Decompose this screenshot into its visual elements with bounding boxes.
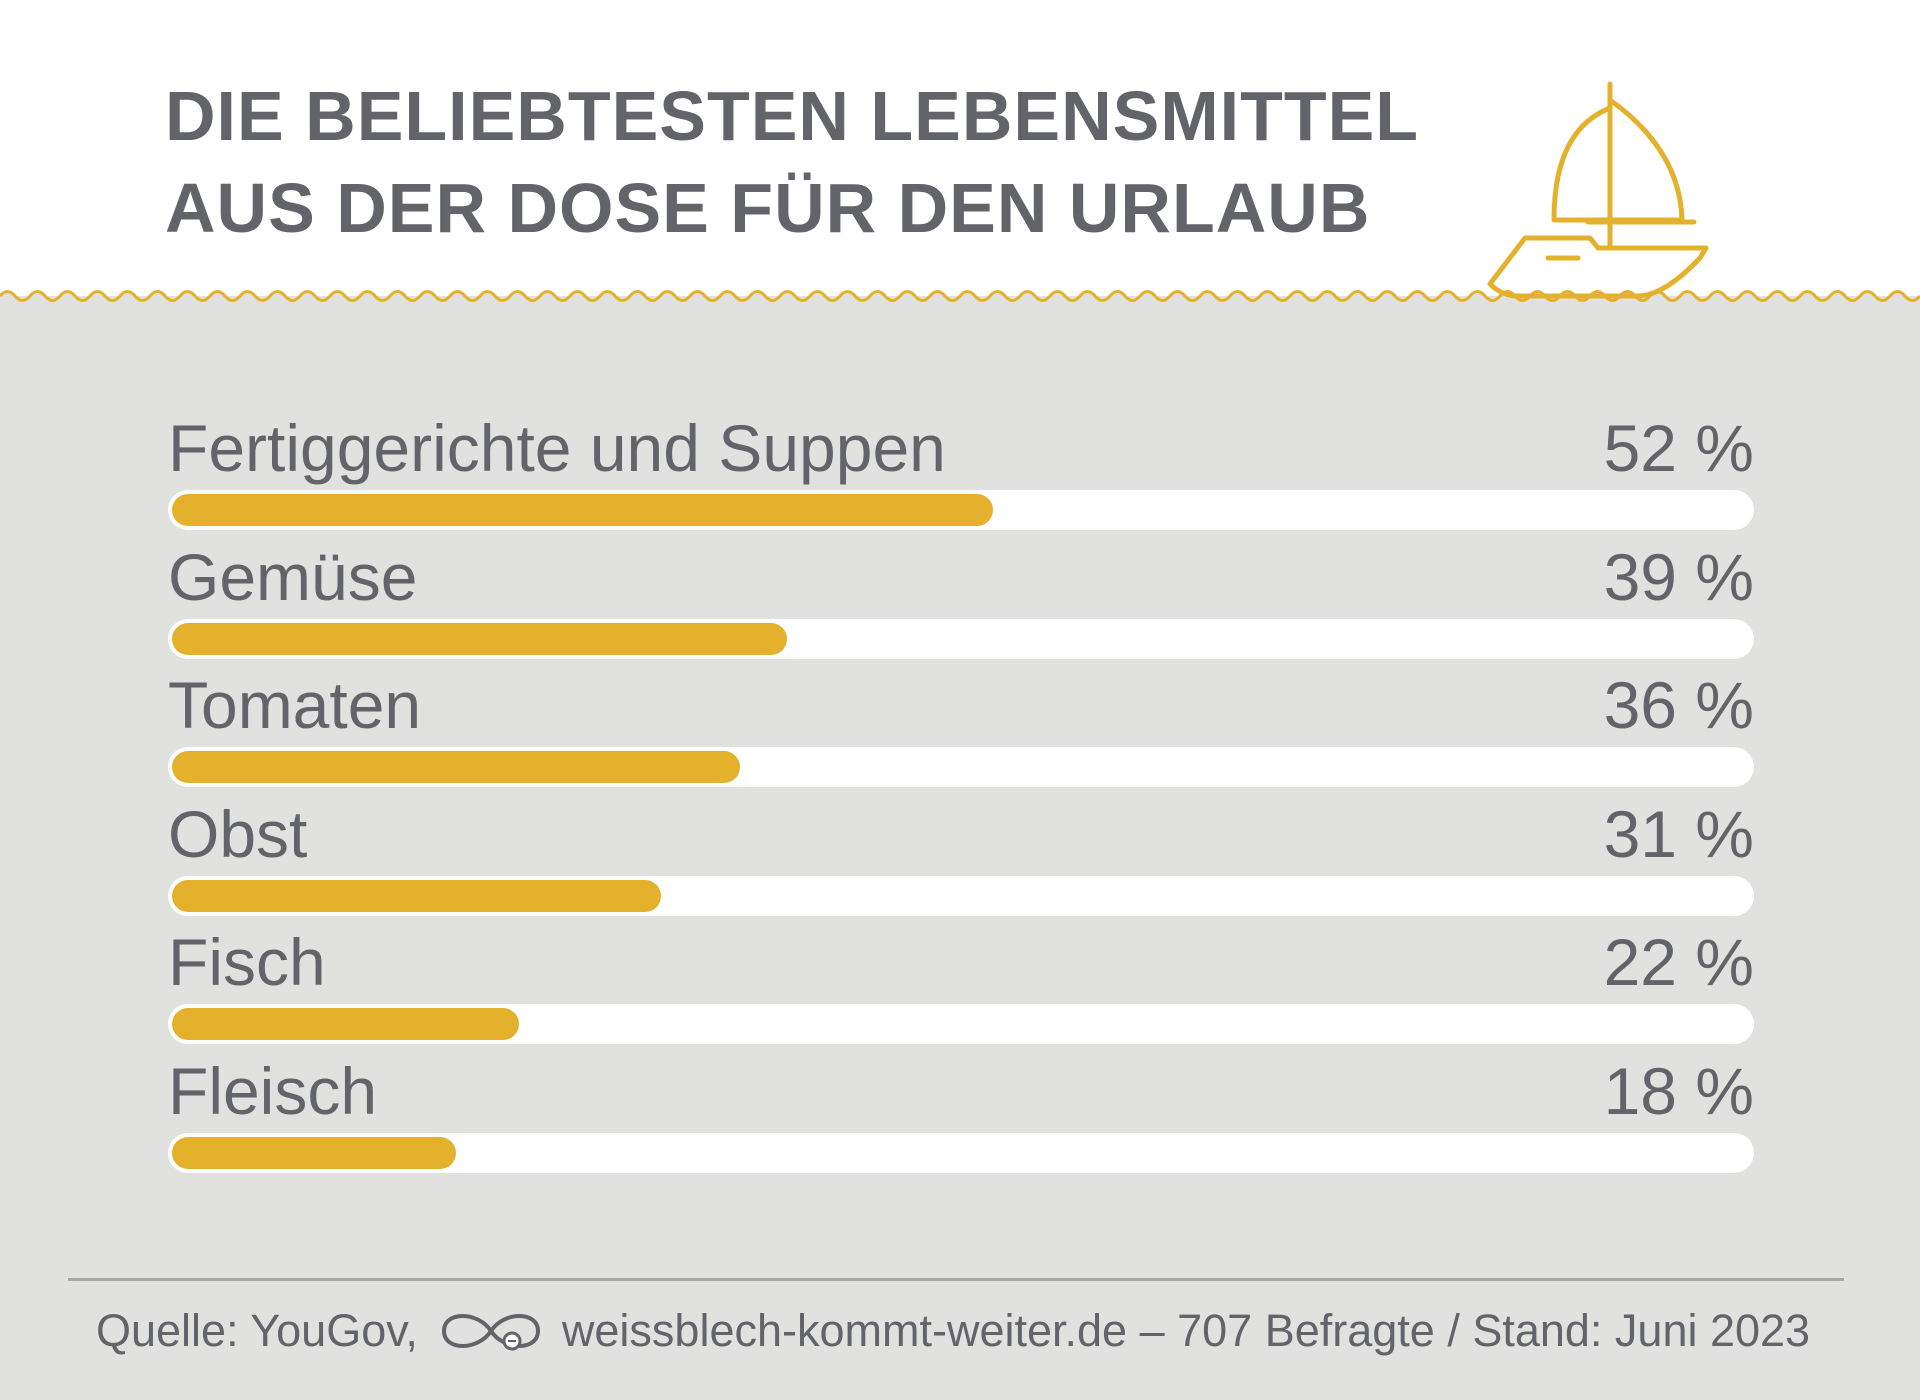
bar-row: Obst 31 % <box>168 796 1754 916</box>
bar-row: Fleisch 18 % <box>168 1053 1754 1173</box>
bar-fill <box>172 622 787 655</box>
bar-track <box>168 618 1754 659</box>
value-label: 36 % <box>1603 668 1754 742</box>
infinity-can-logo-icon <box>441 1314 540 1351</box>
category-label: Fisch <box>168 925 326 999</box>
bar-row: Gemüse 39 % <box>168 539 1754 659</box>
bar-fill <box>172 1008 519 1040</box>
sailboat-icon <box>1487 81 1709 299</box>
bar-row: Fisch 22 % <box>168 924 1754 1044</box>
header-area <box>0 0 1920 310</box>
title-line-2: AUS DER DOSE FÜR DEN URLAUB <box>165 169 1371 247</box>
category-label: Fertiggerichte und Suppen <box>168 411 946 485</box>
chart-background <box>0 296 1920 1400</box>
source-suffix: weissblech-kommt-weiter.de – 707 Befragt… <box>561 1305 1811 1356</box>
bar-fill <box>172 751 740 783</box>
category-label: Obst <box>168 796 308 871</box>
bar-fill <box>172 494 993 526</box>
value-label: 52 % <box>1603 411 1754 485</box>
source-footer: Quelle: YouGov, weissblech-kommt-weiter.… <box>96 1300 1810 1362</box>
bar-track <box>168 747 1754 787</box>
bar-track <box>168 875 1754 916</box>
chart-title: DIE BELIEBTESTEN LEBENSMITTEL AUS DER DO… <box>165 70 1419 254</box>
value-label: 31 % <box>1603 796 1754 871</box>
category-label: Fleisch <box>168 1053 378 1128</box>
category-label: Tomaten <box>168 668 422 742</box>
bar-fill <box>172 879 661 912</box>
source-prefix: Quelle: YouGov, <box>96 1305 418 1356</box>
value-label: 39 % <box>1603 539 1754 614</box>
title-line-1: DIE BELIEBTESTEN LEBENSMITTEL <box>165 77 1420 155</box>
value-label: 22 % <box>1603 925 1754 999</box>
bar-row: Fertiggerichte und Suppen 52 % <box>168 410 1754 530</box>
bar-track <box>168 1004 1754 1044</box>
bar-track <box>168 1132 1754 1173</box>
value-label: 18 % <box>1603 1053 1754 1128</box>
bar-fill <box>172 1136 456 1169</box>
footer-divider <box>68 1278 1844 1281</box>
category-label: Gemüse <box>168 539 418 614</box>
bar-track <box>168 490 1754 530</box>
bar-row: Tomaten 36 % <box>168 667 1754 787</box>
wave-divider <box>0 290 1920 309</box>
